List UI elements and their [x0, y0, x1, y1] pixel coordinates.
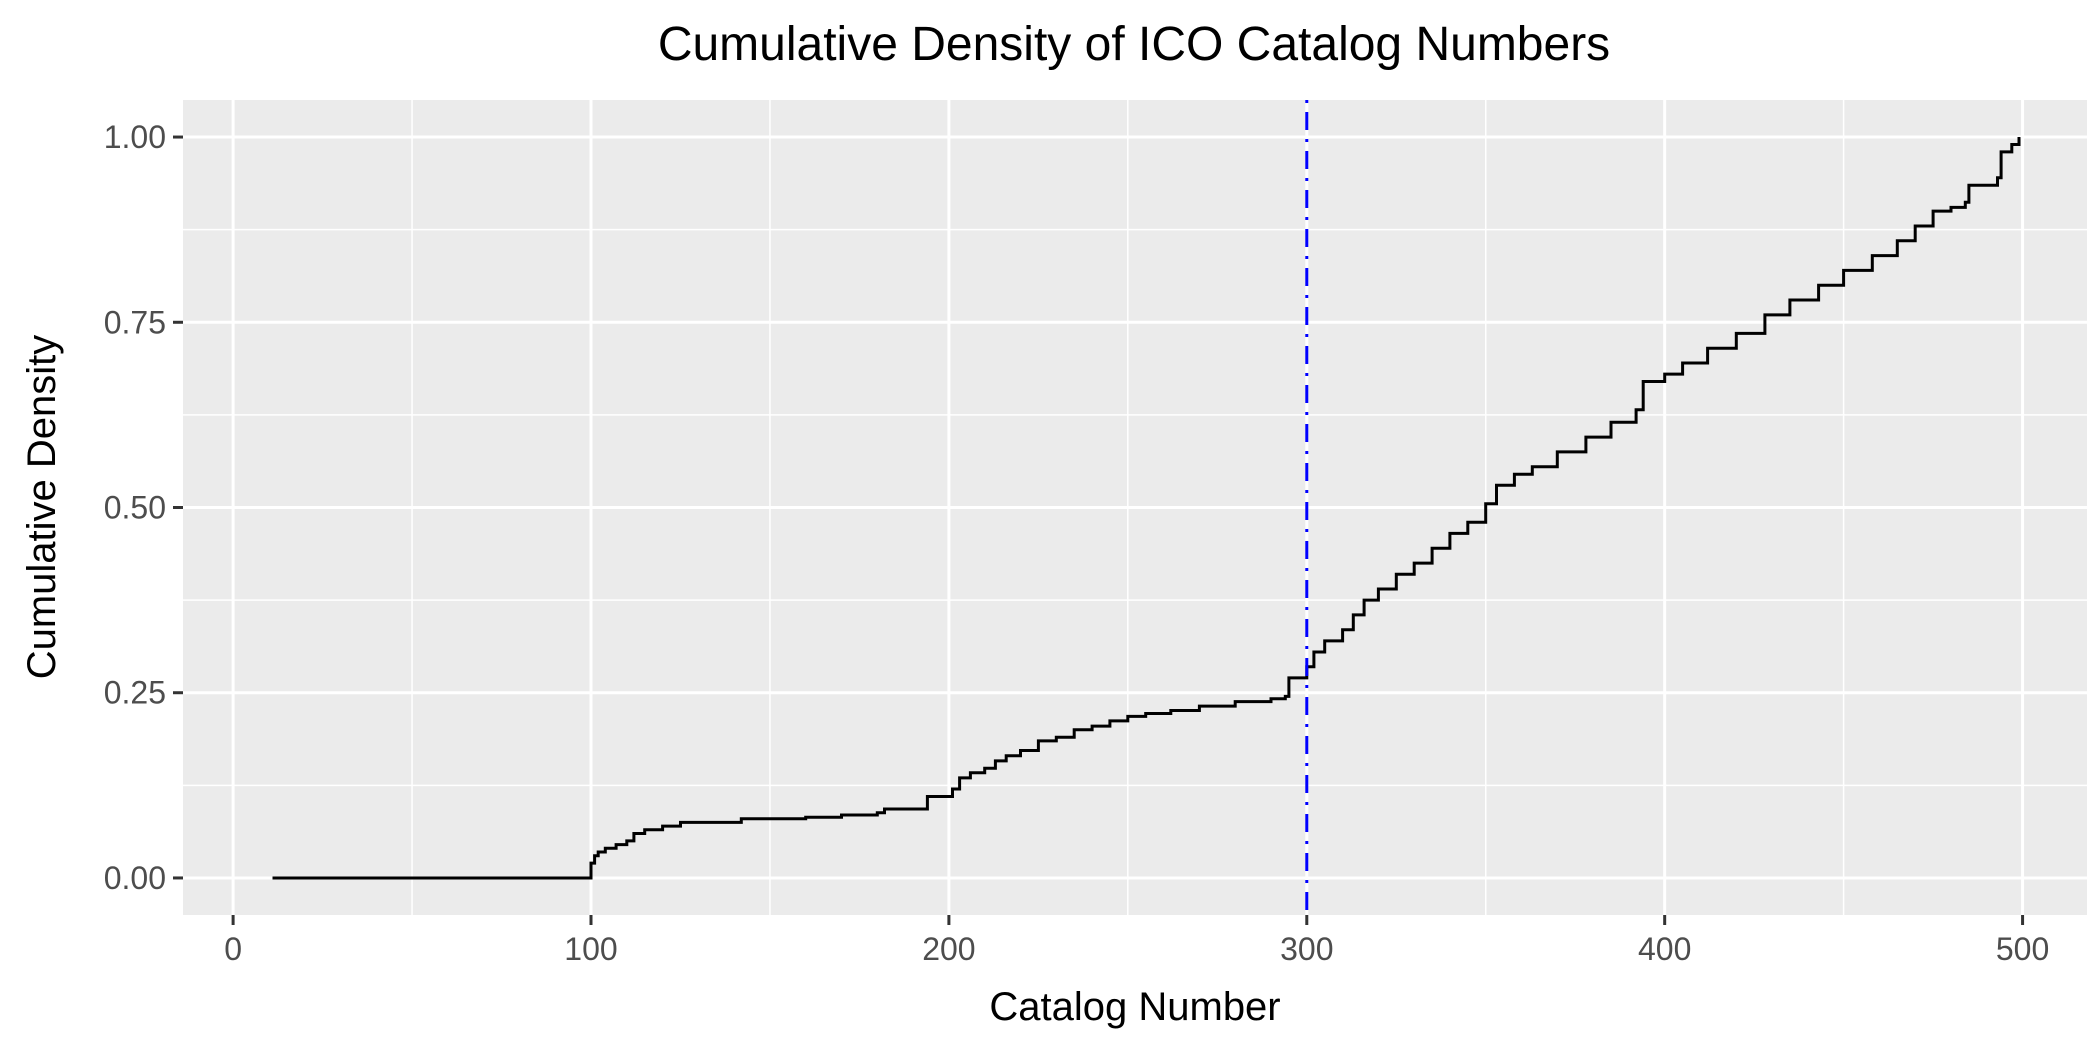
series-layer — [272, 137, 2021, 880]
y-axis-ticks: 0.00 0.25 0.50 0.75 1.00 — [104, 119, 183, 896]
minor-gridlines — [183, 100, 2087, 915]
x-tick-label: 300 — [1280, 931, 1333, 967]
cdf-series-line — [272, 137, 2021, 880]
major-gridlines — [183, 100, 2087, 915]
x-tick-label: 400 — [1638, 931, 1691, 967]
y-tick-label: 0.75 — [104, 304, 166, 340]
y-tick-label: 0.25 — [104, 675, 166, 711]
x-axis-ticks: 0 100 200 300 400 500 — [224, 915, 2049, 967]
y-tick-label: 0.00 — [104, 860, 166, 896]
y-tick-label: 0.50 — [104, 490, 166, 526]
y-axis-title: Cumulative Density — [20, 335, 64, 680]
x-tick-label: 500 — [1996, 931, 2049, 967]
x-axis-title: Catalog Number — [989, 985, 1280, 1029]
chart-title: Cumulative Density of ICO Catalog Number… — [658, 18, 1610, 71]
y-tick-label: 1.00 — [104, 119, 166, 155]
x-tick-label: 200 — [922, 931, 975, 967]
x-tick-label: 100 — [564, 931, 617, 967]
x-tick-label: 0 — [224, 931, 242, 967]
